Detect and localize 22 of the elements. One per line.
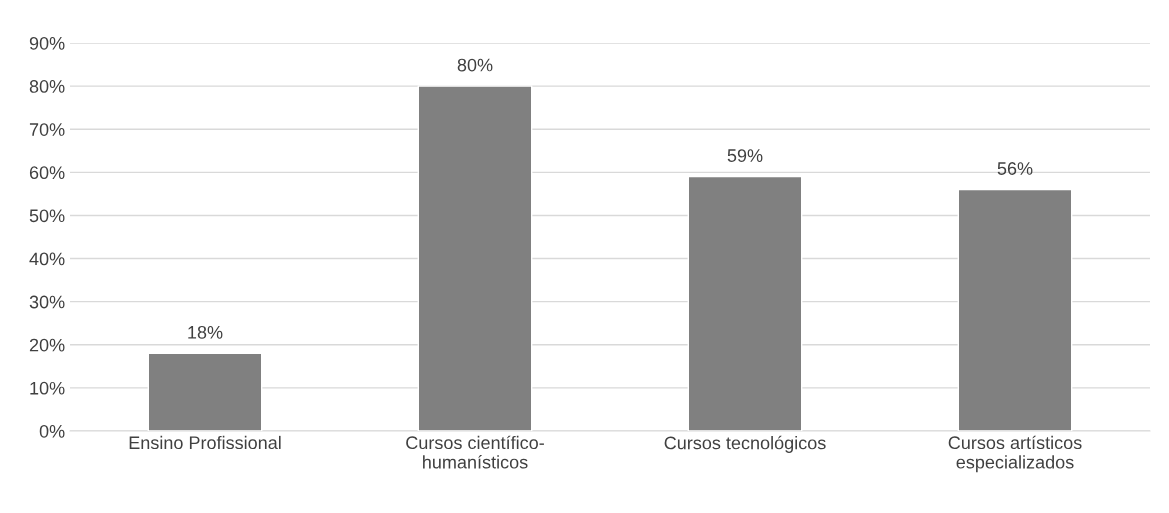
bar <box>417 85 533 431</box>
x-tick-label: Cursos tecnológicos <box>664 435 826 453</box>
y-tick-label: 20% <box>29 338 65 352</box>
y-tick-label: 40% <box>29 252 65 266</box>
x-tick-label: Cursos científico- humanísticos <box>406 435 544 469</box>
x-tick-label: Ensino Profissional <box>129 435 281 450</box>
y-tick-label: 50% <box>29 209 65 223</box>
data-label: 18% <box>188 325 223 339</box>
x-tick-label: Cursos artísticos especializados <box>948 435 1082 473</box>
data-label: 80% <box>457 58 493 72</box>
y-tick-label: 0% <box>39 424 65 438</box>
y-tick-label: 10% <box>30 381 65 395</box>
bar <box>687 175 803 431</box>
y-tick-label: 90% <box>29 36 65 50</box>
y-tick-label: 80% <box>29 80 65 93</box>
data-label: 56% <box>997 162 1033 175</box>
y-tick-label: 60% <box>29 166 65 180</box>
bar <box>957 188 1073 431</box>
bar <box>147 352 263 431</box>
data-label: 59% <box>727 149 763 162</box>
y-tick-label: 70% <box>29 123 65 136</box>
y-tick-label: 30% <box>29 295 65 309</box>
